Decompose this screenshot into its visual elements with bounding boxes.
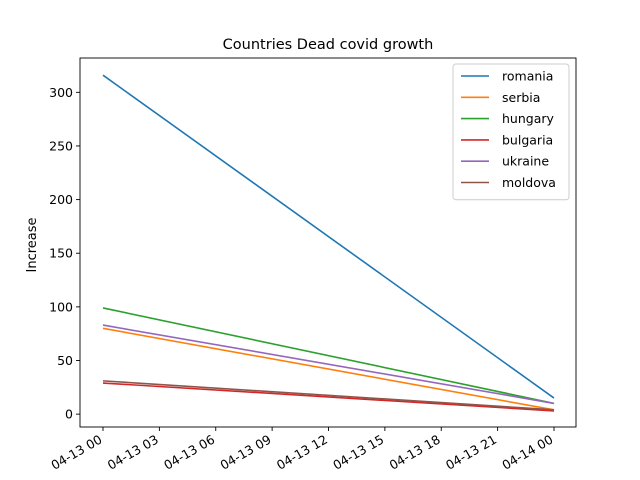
legend-label-romania: romania [502, 69, 553, 84]
series-line-ukraine [102, 324, 555, 405]
series-line-romania [102, 74, 555, 399]
x-tick-label: 04-13 00 [48, 432, 104, 473]
x-tick-label: 04-14 00 [499, 432, 555, 473]
y-tick-label: 300 [49, 85, 73, 100]
legend-label-moldova: moldova [502, 175, 556, 190]
x-tick-label: 04-13 03 [105, 432, 161, 473]
series-line-moldova [102, 380, 555, 411]
x-tick-label: 04-13 15 [330, 432, 386, 473]
series-line-serbia [102, 327, 555, 411]
y-tick-label: 200 [49, 192, 73, 207]
x-tick-label: 04-13 21 [443, 432, 499, 473]
y-axis-label: Increase [25, 217, 40, 272]
series-line-bulgaria [102, 382, 555, 412]
y-tick-label: 50 [57, 353, 73, 368]
series-line-hungary [102, 307, 555, 405]
y-tick-label: 150 [49, 246, 73, 261]
legend-label-hungary: hungary [502, 111, 555, 126]
legend: romania serbia hungary bulgaria ukraine moldo… [452, 63, 570, 201]
legend-label-bulgaria: bulgaria [502, 132, 553, 147]
y-tick-label: 250 [49, 138, 73, 153]
x-tick-label: 04-13 18 [387, 432, 443, 473]
chart-title: Countries Dead covid growth [223, 37, 434, 53]
y-tick-label: 0 [65, 407, 73, 422]
x-tick-label: 04-13 09 [217, 432, 273, 473]
y-tick-label: 100 [49, 299, 73, 314]
legend-label-ukraine: ukraine [502, 154, 549, 169]
x-tick-label: 04-13 12 [274, 432, 330, 473]
x-tick-label: 04-13 06 [161, 432, 217, 473]
plot-frame [79, 57, 577, 428]
legend-label-serbia: serbia [502, 90, 540, 105]
